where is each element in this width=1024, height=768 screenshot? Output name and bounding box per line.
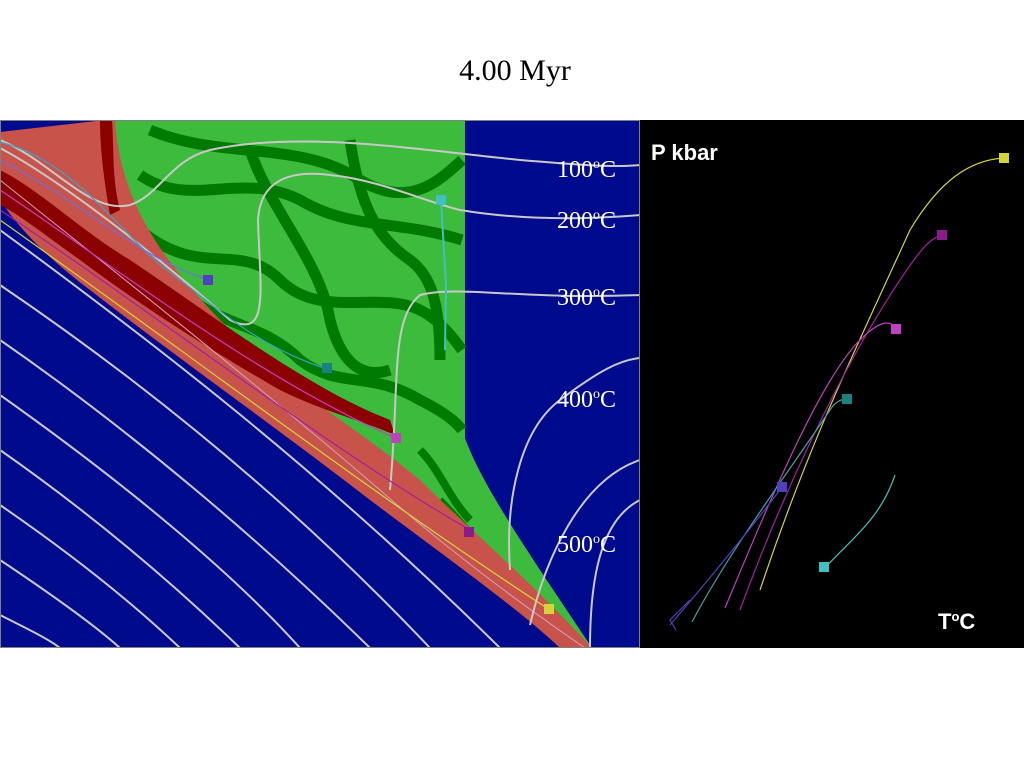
isotherm-labels: 100oC 200oC 300oC 400oC 500oC (557, 157, 616, 558)
sediment-dark-layer (0, 170, 395, 435)
pt-path-blue (669, 486, 783, 626)
marker-cyan (436, 195, 446, 205)
pt-marker-cyan (819, 562, 829, 572)
pt-path-magenta (724, 322, 897, 609)
marker-magenta (391, 433, 401, 443)
pt-panel-background (640, 120, 1024, 648)
pt-marker-yellow (999, 153, 1009, 163)
pt-path-yellow (759, 157, 1005, 591)
pt-path-teal (691, 397, 848, 623)
pt-marker-purple (937, 230, 947, 240)
particle-paths (0, 141, 551, 611)
particle-markers (203, 195, 554, 614)
isotherm-label-400: 400oC (557, 387, 616, 413)
isotherm-label-500: 500oC (557, 532, 616, 558)
marker-purple (464, 527, 474, 537)
pt-path-cyan (824, 474, 896, 569)
isotherm-label-100: 100oC (557, 157, 616, 183)
slab-isotherms (0, 229, 501, 648)
pt-path-purple (739, 234, 943, 611)
model-cross-section: 100oC 200oC 300oC 400oC 500oC (0, 120, 640, 648)
pt-path-panel: P kbar ToC (640, 120, 1024, 648)
marker-blue (203, 275, 213, 285)
isotherm-400 (508, 357, 640, 571)
pt-marker-blue (777, 482, 787, 492)
pressure-axis-label: P kbar (651, 140, 718, 165)
pt-markers (777, 153, 1009, 572)
marker-yellow (544, 604, 554, 614)
pt-marker-magenta (891, 324, 901, 334)
page-title: 4.00 Myr (459, 54, 571, 87)
pt-paths (669, 157, 1005, 631)
isotherm-300 (389, 290, 640, 491)
temperature-axis-label: ToC (938, 609, 975, 634)
marker-teal (322, 363, 332, 373)
isotherm-label-300: 300oC (557, 285, 616, 311)
isotherm-label-200: 200oC (557, 208, 616, 234)
pt-marker-teal (842, 394, 852, 404)
isotherm-200 (0, 147, 640, 326)
